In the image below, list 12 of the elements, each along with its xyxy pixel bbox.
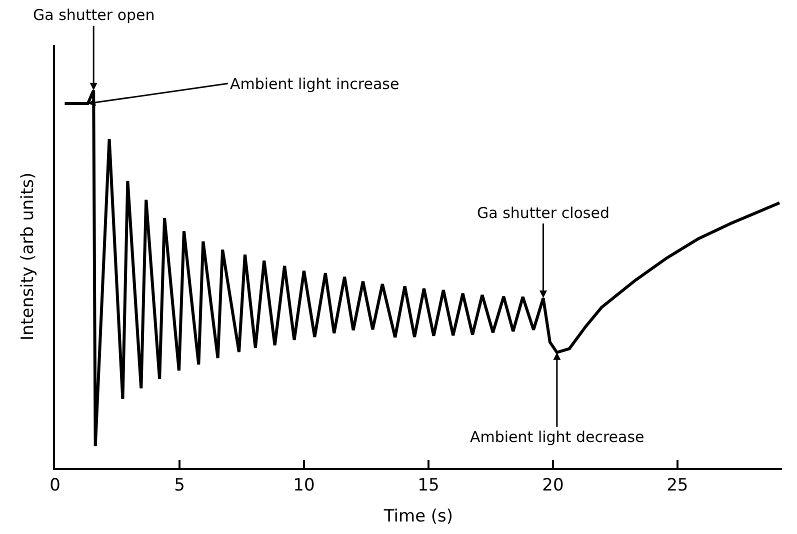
x-tick-label: 20 [542,475,564,496]
annotation: Ga shutter closed [477,204,610,222]
x-tick-label: 5 [174,475,185,496]
annotation: Ambient light decrease [470,428,644,446]
x-tick-label: 0 [50,475,60,496]
x-tick-label: 25 [666,475,688,496]
x-tick-label: 10 [293,475,315,496]
annotation: Ga shutter open [33,6,155,24]
x-tick-label: 15 [418,475,440,496]
annotation: Ambient light increase [230,75,400,93]
x-axis-title: Time (s) [382,506,454,526]
y-axis-title: Intensity (arb units) [18,172,38,341]
